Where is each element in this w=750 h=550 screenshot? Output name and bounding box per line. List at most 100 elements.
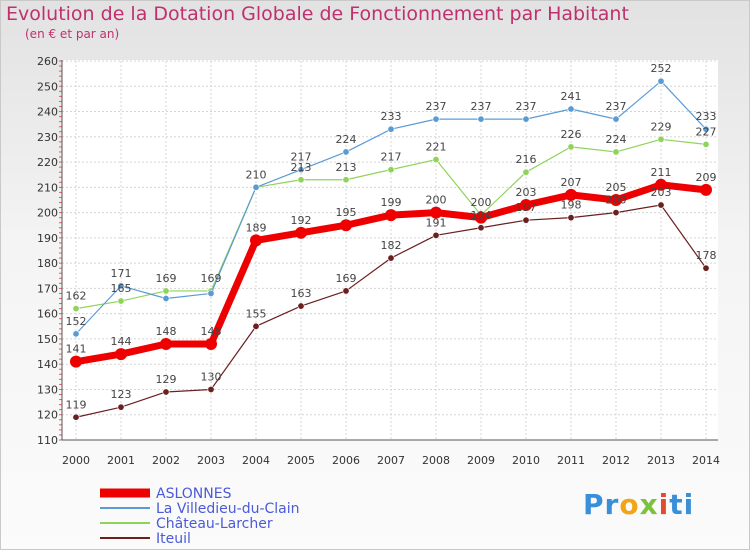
data-label: 205 — [606, 181, 627, 194]
data-point — [115, 348, 127, 361]
y-tick-label: 220 — [37, 156, 58, 169]
data-point — [252, 183, 260, 191]
y-tick-label: 120 — [37, 409, 58, 422]
y-tick-label: 160 — [37, 308, 58, 321]
data-label: 252 — [651, 62, 672, 75]
data-label: 198 — [561, 199, 582, 212]
data-label: 229 — [651, 120, 672, 133]
x-tick-label: 2000 — [62, 454, 90, 467]
data-point — [475, 211, 487, 224]
data-point — [657, 77, 665, 85]
data-label: 119 — [66, 398, 87, 411]
data-point — [432, 231, 440, 239]
data-point — [342, 148, 350, 156]
y-tick-label: 230 — [37, 131, 58, 144]
x-tick-label: 2014 — [692, 454, 720, 467]
data-point — [297, 166, 305, 174]
y-tick-label: 140 — [37, 358, 58, 371]
data-label: 221 — [426, 141, 447, 154]
data-point — [295, 226, 307, 239]
data-point — [702, 125, 710, 133]
data-point — [72, 305, 80, 313]
x-tick-label: 2007 — [377, 454, 405, 467]
data-label: 123 — [111, 388, 132, 401]
data-point — [612, 115, 620, 123]
data-label: 207 — [561, 176, 582, 189]
plot-background — [62, 60, 718, 440]
x-tick-label: 2008 — [422, 454, 450, 467]
x-tick-label: 2005 — [287, 454, 315, 467]
data-label: 178 — [696, 249, 717, 262]
y-tick-label: 200 — [37, 207, 58, 220]
x-tick-label: 2002 — [152, 454, 180, 467]
x-tick-label: 2009 — [467, 454, 495, 467]
logo-part: i — [658, 488, 670, 521]
chart-subtitle: (en € et par an) — [25, 27, 120, 41]
logo-part: x — [639, 488, 659, 521]
data-label: 200 — [426, 194, 447, 207]
x-tick-label: 2012 — [602, 454, 630, 467]
data-label: 237 — [606, 100, 627, 113]
data-point — [522, 168, 530, 176]
data-point — [430, 206, 442, 219]
data-point — [252, 322, 260, 330]
data-label: 129 — [156, 373, 177, 386]
logo-part: Pr — [583, 488, 620, 521]
data-label: 216 — [516, 153, 537, 166]
data-label: 171 — [111, 267, 132, 280]
data-point — [565, 188, 577, 201]
data-point — [117, 282, 125, 290]
y-tick-label: 190 — [37, 232, 58, 245]
data-point — [70, 355, 82, 368]
data-label: 233 — [696, 110, 717, 123]
data-point — [612, 148, 620, 156]
data-label: 182 — [381, 239, 402, 252]
data-point — [387, 125, 395, 133]
y-tick-label: 250 — [37, 80, 58, 93]
data-point — [342, 176, 350, 184]
data-label: 191 — [426, 216, 447, 229]
logo-part: ti — [669, 488, 695, 521]
data-label: 195 — [336, 206, 357, 219]
data-label: 217 — [291, 151, 312, 164]
data-label: 241 — [561, 90, 582, 103]
data-label: 189 — [246, 221, 267, 234]
y-tick-label: 150 — [37, 333, 58, 346]
data-label: 213 — [291, 161, 312, 174]
data-label: 162 — [66, 290, 87, 303]
proxiti-logo: Proxiti — [583, 488, 694, 521]
data-label: 169 — [201, 272, 222, 285]
data-point — [160, 337, 172, 350]
data-point — [657, 201, 665, 209]
legend-label: Iteuil — [156, 531, 191, 547]
data-point — [205, 337, 217, 350]
data-label: 233 — [381, 110, 402, 123]
data-point — [702, 140, 710, 148]
data-label: 148 — [156, 325, 177, 338]
data-point — [162, 295, 170, 303]
data-point — [520, 199, 532, 212]
data-label: 227 — [696, 125, 717, 138]
logo-part: o — [619, 488, 640, 521]
data-point — [702, 264, 710, 272]
y-tick-label: 210 — [37, 181, 58, 194]
data-point — [432, 156, 440, 164]
data-label: 237 — [516, 100, 537, 113]
data-label: 197 — [516, 201, 537, 214]
data-point — [72, 413, 80, 421]
data-point — [207, 289, 215, 297]
y-tick-label: 170 — [37, 282, 58, 295]
data-label: 217 — [381, 151, 402, 164]
data-point — [432, 115, 440, 123]
data-label: 165 — [111, 282, 132, 295]
data-label: 163 — [291, 287, 312, 300]
data-label: 169 — [336, 272, 357, 285]
legend-label: ASLONNES — [156, 486, 232, 502]
data-point — [567, 105, 575, 113]
data-point — [207, 385, 215, 393]
data-label: 200 — [471, 196, 492, 209]
data-point — [477, 115, 485, 123]
data-label: 211 — [651, 166, 672, 179]
data-point — [342, 287, 350, 295]
data-label: 237 — [426, 100, 447, 113]
